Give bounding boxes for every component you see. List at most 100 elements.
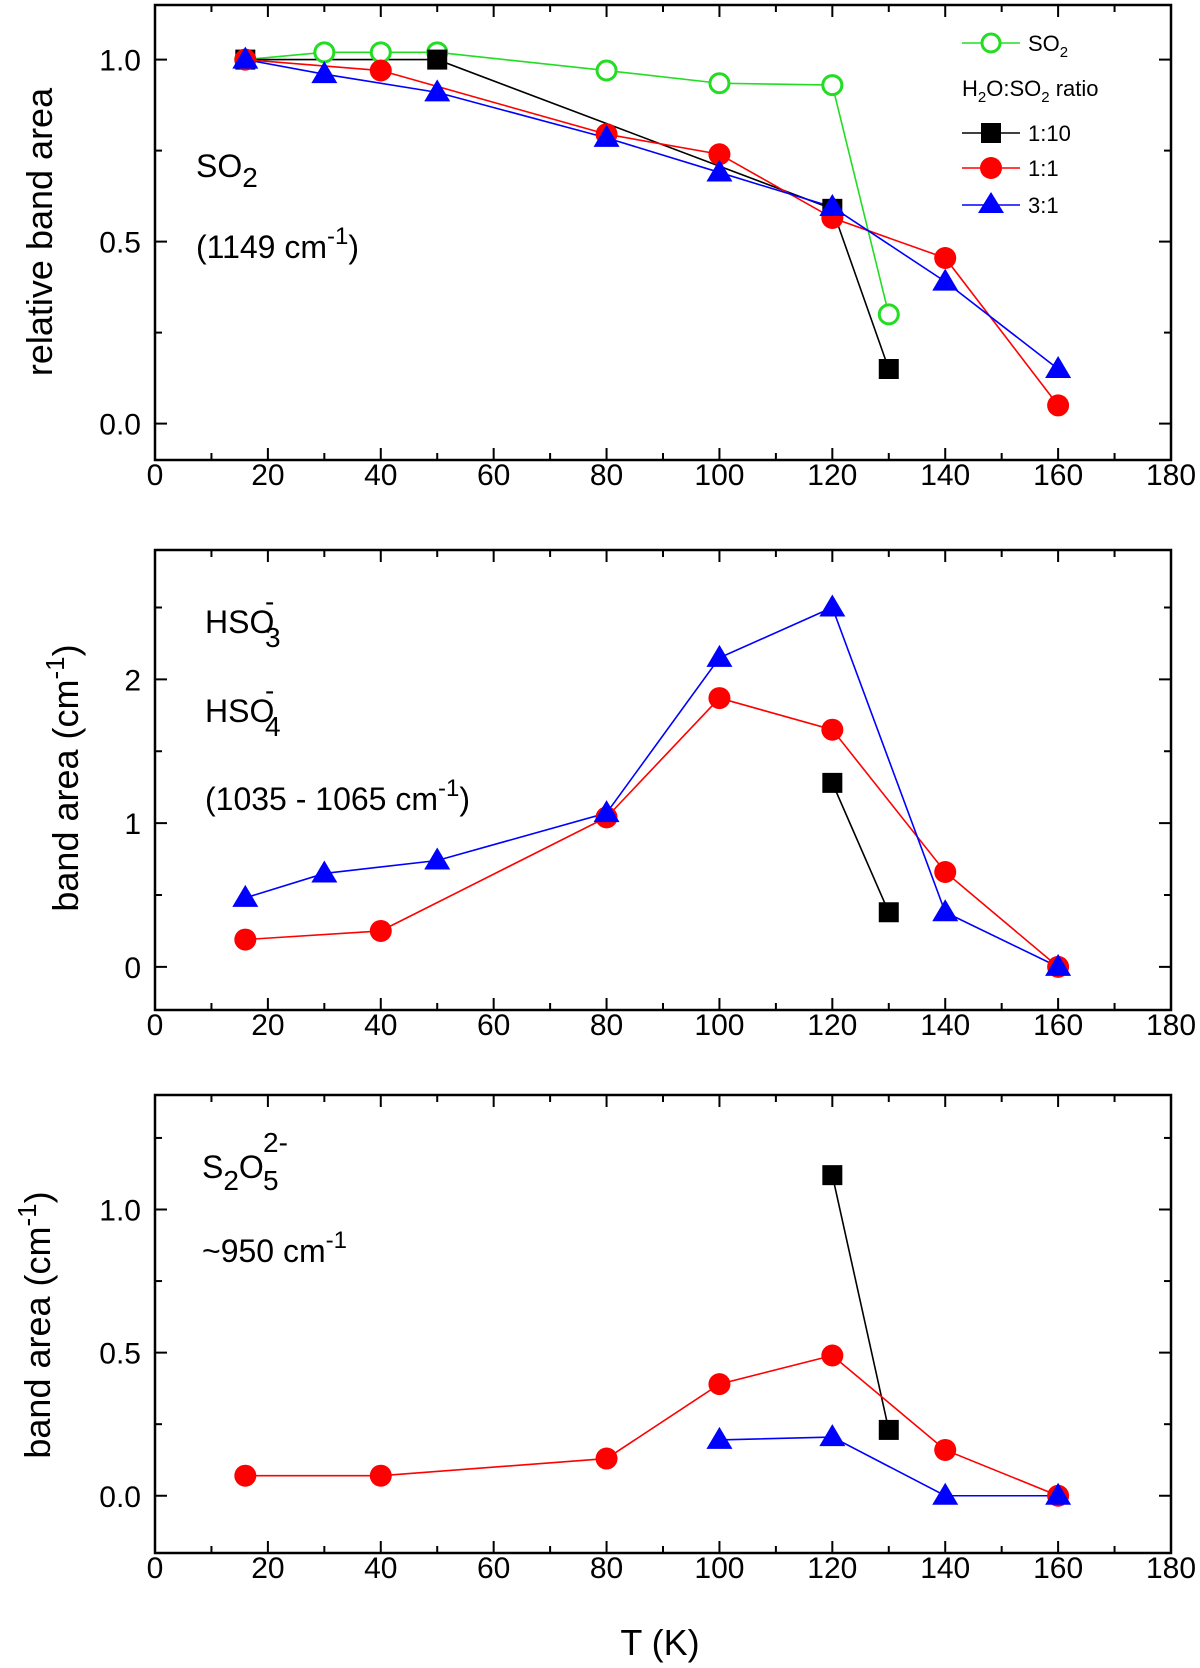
data-point-r3_1 (1045, 953, 1072, 976)
x-tick-label: 100 (694, 459, 744, 492)
legend-entry-1-10: 1:10 (962, 121, 1071, 146)
x-tick-label: 120 (807, 1009, 857, 1042)
x-tick-label: 160 (1033, 459, 1083, 492)
panel-1-ticks (154, 5, 1172, 460)
x-tick-label: 100 (694, 1009, 744, 1042)
data-point-r1_1 (821, 1344, 844, 1367)
series-line-r1_10 (245, 58, 890, 370)
series-line-r1_10 (831, 782, 890, 913)
x-tick-label: 180 (1146, 459, 1196, 492)
x-tick-label: 60 (477, 459, 510, 492)
x-tick-label: 140 (920, 1552, 970, 1585)
x-tick-label: 180 (1146, 1009, 1196, 1042)
x-tick-label: 0 (147, 1552, 164, 1585)
data-point-r3_1 (593, 800, 620, 823)
x-tick-label: 80 (590, 459, 623, 492)
panel-3-species-label: S2O52- (202, 1127, 288, 1196)
panel-1-species-label: SO2 (196, 148, 258, 193)
y-tick-label: 0.0 (99, 409, 141, 442)
data-point-r3_1 (424, 847, 451, 870)
data-point-r3_1 (593, 124, 620, 147)
series-line-r3_1 (245, 606, 1059, 968)
panel-s2o5: 0.0 0.5 1.0 0 20 40 60 80 100 120 140 160 180 band … (12, 1093, 1196, 1663)
data-point-r1_1 (708, 143, 731, 166)
panel-2-species-label-1: HSO3- (205, 586, 281, 653)
series-line-r1_1 (245, 1354, 1059, 1497)
data-point-r3_1 (932, 268, 959, 291)
series-line-so2 (245, 51, 890, 315)
data-point-so2 (821, 74, 844, 97)
x-tick-label: 120 (807, 459, 857, 492)
x-tick-label: 80 (590, 1009, 623, 1042)
data-point-r3_1 (932, 1482, 959, 1505)
data-point-r1_1 (1047, 394, 1070, 417)
panel-3-series (234, 1165, 1072, 1507)
panel-3-band-label: ~950 cm-1 (202, 1227, 347, 1269)
y-tick-label: 1 (124, 808, 141, 841)
data-point-r3_1 (819, 1424, 846, 1447)
legend-label-1-10: 1:10 (1028, 121, 1071, 146)
data-point-r1_10 (427, 49, 448, 70)
data-point-r3_1 (706, 1426, 733, 1449)
data-point-so2 (313, 41, 336, 64)
data-point-r3_1 (706, 644, 733, 667)
x-axis-title: T (K) (620, 1622, 699, 1663)
panel-1-series (232, 41, 1072, 417)
x-tick-label: 140 (920, 1009, 970, 1042)
data-point-r3_1 (1045, 1482, 1072, 1505)
series-line-r3_1 (245, 58, 1059, 370)
panel-so2: 0.0 0.5 1.0 0 20 40 60 80 100 120 140 160 180 relat… (19, 3, 1196, 492)
panel-3-xtick-labels: 0 20 40 60 80 100 120 140 160 180 (147, 1552, 1196, 1585)
data-point-so2 (595, 59, 618, 82)
x-tick-label: 40 (364, 459, 397, 492)
data-point-r1_1 (934, 861, 957, 883)
panel-2-band-label: (1035 - 1065 cm-1) (205, 775, 470, 817)
legend-marker-1-10 (981, 123, 1001, 143)
panel-1-band-label: (1149 cm-1) (196, 223, 359, 265)
x-tick-label: 40 (364, 1552, 397, 1585)
legend-label-3-1: 3:1 (1028, 193, 1059, 218)
panel-2-ylabel: band area (cm-1) (40, 644, 86, 911)
panel-2-frame (153, 548, 1173, 1012)
legend-entry-so2: SO2 (962, 31, 1068, 61)
legend: SO2 H2O:SO2 ratio 1:10 1:1 3:1 (962, 31, 1099, 218)
legend-entry-1-1: 1:1 (962, 156, 1059, 181)
data-point-r1_10 (822, 1165, 843, 1186)
data-point-r1_1 (234, 928, 257, 951)
legend-entry-3-1: 3:1 (962, 192, 1059, 218)
x-tick-label: 20 (251, 459, 284, 492)
series-line-r1_10 (831, 1174, 890, 1431)
x-tick-label: 80 (590, 1552, 623, 1585)
data-point-so2 (708, 72, 731, 95)
x-tick-label: 140 (920, 459, 970, 492)
data-point-r3_1 (819, 194, 846, 217)
panel-3-ytick-labels: 0.0 0.5 1.0 (99, 1195, 141, 1514)
panel-3-ticks (154, 1095, 1172, 1553)
data-point-r1_1 (369, 59, 392, 82)
legend-label-1-1: 1:1 (1028, 156, 1059, 181)
legend-title: H2O:SO2 ratio (962, 76, 1099, 106)
data-point-r1_1 (234, 1464, 257, 1487)
y-tick-label: 0.5 (99, 1338, 141, 1371)
data-point-r1_1 (708, 1373, 731, 1396)
data-point-r3_1 (1045, 356, 1072, 378)
panel-2-ytick-labels: 0 1 2 (124, 664, 141, 985)
data-point-r1_10 (822, 772, 843, 793)
data-point-r1_10 (878, 1419, 899, 1440)
data-point-r1_10 (878, 902, 899, 923)
legend-marker-1-1 (980, 157, 1002, 179)
y-tick-label: 0.5 (99, 227, 141, 260)
y-tick-label: 1.0 (99, 45, 141, 78)
data-point-r3_1 (232, 884, 259, 907)
data-point-r1_1 (369, 1464, 392, 1487)
x-tick-label: 180 (1146, 1552, 1196, 1585)
legend-label-so2: SO2 (1028, 31, 1068, 61)
y-tick-label: 2 (124, 664, 141, 697)
x-tick-label: 100 (694, 1552, 744, 1585)
data-point-r3_1 (232, 46, 259, 69)
x-tick-label: 120 (807, 1552, 857, 1585)
panel-1-xtick-labels: 0 20 40 60 80 100 120 140 160 180 (147, 459, 1196, 492)
panel-1-ytick-labels: 0.0 0.5 1.0 (99, 45, 141, 442)
data-point-r1_1 (595, 1447, 618, 1470)
